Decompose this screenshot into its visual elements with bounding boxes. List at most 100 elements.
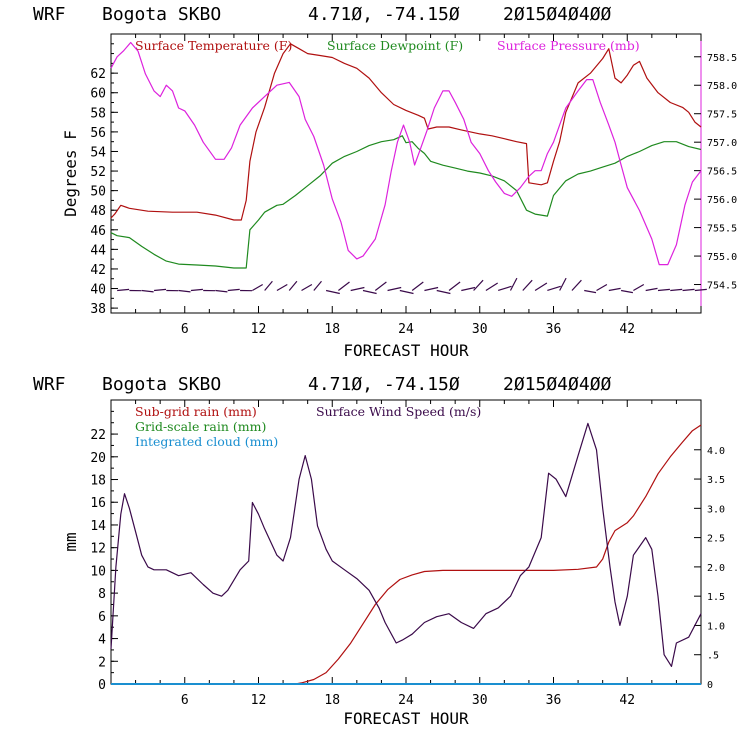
- wind-barb: [534, 282, 548, 291]
- x-tick-label: 24: [398, 693, 414, 708]
- panel1-coords: 4.71Ø, -74.15Ø: [308, 4, 460, 25]
- wind-barb: [473, 279, 484, 291]
- y-tick-label: 8: [98, 587, 106, 602]
- wind-barb: [547, 285, 561, 292]
- wind-barb: [153, 288, 167, 292]
- y-tick-label: 60: [90, 87, 106, 102]
- wind-barb: [657, 288, 670, 292]
- y2-tick-label: .5: [707, 651, 719, 662]
- wind-barb: [301, 283, 313, 292]
- y2-tick-label: 754.5: [707, 281, 737, 292]
- wind-barb: [411, 281, 424, 291]
- y-tick-label: 44: [90, 243, 106, 258]
- x-tick-label: 12: [251, 693, 267, 708]
- wind-barb: [448, 281, 461, 291]
- y-tick-label: 2: [98, 655, 106, 670]
- series-line: [111, 424, 702, 685]
- panel1-model: WRF: [33, 4, 66, 25]
- wind-barb: [571, 279, 582, 291]
- y-tick-label: 14: [90, 519, 106, 534]
- x-tick-label: 6: [181, 322, 189, 337]
- panel1-station: Bogota SKBO: [102, 4, 221, 25]
- wind-barb: [424, 286, 439, 292]
- wind-barb: [252, 283, 264, 292]
- y-tick-label: 46: [90, 224, 106, 239]
- wind-barb: [288, 280, 298, 291]
- y2-tick-label: 3.5: [707, 475, 725, 486]
- y2-tick-label: 758.5: [707, 53, 737, 64]
- series-line: [110, 41, 702, 266]
- panel1-datetime: 2Ø15Ø4Ø4ØØ: [503, 4, 612, 25]
- y2-tick-label: 755.0: [707, 252, 737, 263]
- wind-barb: [584, 289, 597, 294]
- y-axis-label: Degrees F: [61, 130, 80, 217]
- y2-tick-label: 1.0: [707, 621, 725, 632]
- wind-barb: [633, 283, 645, 292]
- y-tick-label: 56: [90, 126, 106, 141]
- series-line: [110, 135, 702, 269]
- wind-barb: [338, 281, 350, 291]
- x-tick-label: 42: [619, 693, 635, 708]
- wind-barbs: [117, 277, 707, 295]
- panel2-station: Bogota SKBO: [102, 374, 221, 395]
- y-tick-label: 50: [90, 185, 106, 200]
- panel2-model: WRF: [33, 374, 66, 395]
- x-tick-label: 18: [324, 693, 340, 708]
- wind-barb: [215, 289, 228, 293]
- legend-entry: Surface Dewpoint (F): [327, 38, 463, 53]
- legend-entry: Grid-scale rain (mm): [135, 419, 266, 434]
- y-tick-label: 20: [90, 451, 106, 466]
- wind-barb: [190, 288, 203, 292]
- y-tick-label: 6: [98, 610, 106, 625]
- panel2-coords: 4.71Ø, -74.15Ø: [308, 374, 460, 395]
- wind-barb: [694, 288, 707, 292]
- y2-tick-label: 757.5: [707, 110, 737, 121]
- panel2-chart: 6 12 18 24 30 36 4202468101214161820220.51.01.…: [61, 399, 725, 728]
- wind-barb: [522, 279, 533, 291]
- legend-entry: Surface Pressure (mb): [497, 38, 640, 53]
- y-tick-label: 62: [90, 67, 106, 82]
- y2-tick-label: 0: [707, 680, 713, 691]
- x-tick-label: 36: [546, 322, 562, 337]
- x-tick-label: 24: [398, 322, 414, 337]
- y-tick-label: 48: [90, 204, 106, 219]
- x-axis-label: FORECAST HOUR: [343, 709, 469, 728]
- wind-barb: [350, 286, 365, 292]
- x-tick-label: 30: [472, 322, 488, 337]
- wind-barb: [461, 286, 476, 292]
- x-tick-label: 30: [472, 693, 488, 708]
- y2-tick-label: 2.5: [707, 534, 725, 545]
- y2-tick-label: 4.0: [707, 446, 725, 457]
- y2-tick-label: 756.0: [707, 195, 737, 206]
- y2-tick-label: 3.0: [707, 504, 725, 515]
- panel1-chart: 6 12 18 24 30 36 42 38 40 42 44 46 48 50 52 54 56 58 60 62 7…: [61, 33, 737, 360]
- wind-barb: [608, 287, 621, 292]
- y-tick-label: 16: [90, 496, 106, 511]
- wind-barb: [436, 289, 451, 295]
- y-tick-label: 42: [90, 263, 106, 278]
- panel2-header: WRF Bogota SKBO 4.71Ø, -74.15Ø 2Ø15Ø4Ø4Ø…: [33, 374, 612, 395]
- wind-barb: [596, 283, 608, 292]
- y-tick-label: 40: [90, 283, 106, 298]
- wind-barb: [620, 289, 634, 294]
- y-tick-label: 58: [90, 106, 106, 121]
- y-tick-label: 12: [90, 542, 106, 557]
- wind-barb: [117, 288, 130, 292]
- wind-barb: [399, 289, 414, 295]
- series-line: [110, 43, 702, 221]
- y-tick-label: 38: [90, 302, 106, 317]
- x-tick-label: 18: [324, 322, 340, 337]
- y-axis-label: mm: [61, 532, 80, 551]
- y2-tick-label: 2.0: [707, 563, 725, 574]
- wind-barb: [682, 288, 695, 292]
- x-axis-label: FORECAST HOUR: [343, 341, 469, 360]
- wind-barb: [227, 288, 240, 292]
- y-tick-label: 10: [90, 564, 106, 579]
- wind-barb: [670, 288, 683, 292]
- wind-barb: [485, 282, 499, 291]
- x-tick-label: 42: [619, 322, 635, 337]
- wind-barb: [325, 289, 340, 295]
- wind-barb: [374, 281, 387, 291]
- wind-barb: [313, 280, 322, 291]
